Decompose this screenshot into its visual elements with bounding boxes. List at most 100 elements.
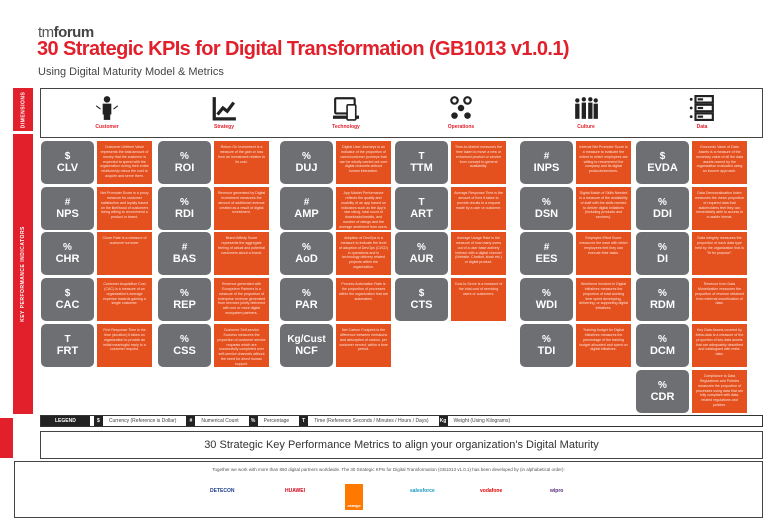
kpi-code: DSN xyxy=(534,207,559,220)
kpi-description: Customer Acquisition Cost (CAC) is a mea… xyxy=(97,278,152,321)
kpi-code: FRT xyxy=(56,344,79,357)
legend-text: Percentage xyxy=(263,418,290,424)
kpi-ees: # EES xyxy=(520,232,573,275)
kpi-unit: $ xyxy=(64,287,71,299)
legend-text: Numerical Count xyxy=(201,418,239,424)
kpi-description: Time-to-Market measures the time taken t… xyxy=(451,141,506,184)
kpi-code: PAR xyxy=(295,298,318,311)
kpi-unit: % xyxy=(180,333,189,345)
kpi-code: ROI xyxy=(174,161,195,174)
devices-icon xyxy=(333,97,359,121)
kpi-duj: % DUJ xyxy=(280,141,333,184)
kpi-code: EES xyxy=(535,252,558,265)
page-title: 30 Strategic KPIs for Digital Transforma… xyxy=(37,38,570,60)
kpi-code: AMP xyxy=(294,207,319,220)
kpi-css: % CSS xyxy=(158,324,211,367)
dimensions-sidebar-label: DIMENSIONS xyxy=(13,88,33,131)
kpi-cac: $ CAC xyxy=(41,278,94,321)
kpi-description: Average Usage Rate is the measure of how… xyxy=(451,232,506,275)
decorative-stripe xyxy=(0,418,13,458)
partner-logo-wipro: wipro xyxy=(550,488,564,494)
kpi-code: CSS xyxy=(173,344,196,357)
kpi-description: Revenue from Data Monetization measures … xyxy=(692,278,747,321)
kpi-di: % DI xyxy=(636,232,689,275)
kpi-description: Employee Effort Score measures the ease … xyxy=(576,232,631,275)
kpi-roi: % ROI xyxy=(158,141,211,184)
kpi-unit: # xyxy=(303,196,310,208)
kpi-unit: # xyxy=(181,241,188,253)
kpi-code: CLV xyxy=(56,161,79,174)
kpi-description: Customer Lifetime Value represents the t… xyxy=(97,141,152,184)
dimension-customer: Customer xyxy=(47,89,167,137)
kpi-code: DUJ xyxy=(295,161,318,174)
kpi-dcm: % DCM xyxy=(636,324,689,367)
kpi-description: Process Automation Rate is the proportio… xyxy=(336,278,391,321)
legend-symbol: Kg xyxy=(438,416,448,426)
legend-label: LEGEND xyxy=(41,416,90,426)
kpi-unit: # xyxy=(64,196,71,208)
kpi-unit: Kg/Cust xyxy=(287,333,326,345)
legend-symbol: % xyxy=(248,416,258,426)
kpi-unit: T xyxy=(418,196,425,208)
kpi-unit: % xyxy=(180,196,189,208)
kpi-amp: # AMP xyxy=(280,187,333,230)
kpi-code: RDI xyxy=(175,207,194,220)
partner-logo-orange: orange xyxy=(345,484,363,510)
legend-text: Time (Reference Seconds / Minutes / Hour… xyxy=(314,418,429,424)
dimension-technology: Technology xyxy=(286,89,406,137)
kpi-description: Cost-to-Serve is a measure of the total … xyxy=(451,278,506,321)
dimension-culture: Culture xyxy=(526,89,646,137)
dimension-label: Data xyxy=(696,124,708,130)
kpi-unit: % xyxy=(180,150,189,162)
kpi-code: INPS xyxy=(533,161,560,174)
footer: Together we work with more than 850 digi… xyxy=(14,461,763,518)
kpi-unit: % xyxy=(542,333,551,345)
kpi-description: Churn Rate is a measure of customer turn… xyxy=(97,232,152,275)
partner-logos: DETECON HUAWEI orange salesforce vodafone wip… xyxy=(15,484,762,514)
dimension-label: Customer xyxy=(95,124,119,130)
kpi-rep: % REP xyxy=(158,278,211,321)
dimension-label: Culture xyxy=(577,124,595,130)
dimension-label: Operations xyxy=(447,124,475,130)
kpi-description: Digital Match of Skills Needed is a meas… xyxy=(576,187,631,230)
footer-text: Together we work with more than 850 digi… xyxy=(212,467,565,472)
kpi-nps: # NPS xyxy=(41,187,94,230)
kpi-frt: T FRT xyxy=(41,324,94,367)
kpi-description: Revenue generated with Ecosystem Partner… xyxy=(214,278,269,321)
kpi-unit: % xyxy=(302,241,311,253)
customer-icon xyxy=(95,96,119,120)
chart-growth-icon xyxy=(212,97,236,121)
kpi-unit: % xyxy=(658,333,667,345)
partner-logo-huawei: HUAWEI xyxy=(285,488,305,494)
kpi-description: Net Carbon Footprint is the difference b… xyxy=(336,324,391,367)
kpi-code: AUR xyxy=(409,252,434,265)
kpi-unit: % xyxy=(658,287,667,299)
kpi-description: Compliance to Data Regulations and Polic… xyxy=(692,370,747,413)
kpi-description: Workforce involved in Digital Initiative… xyxy=(576,278,631,321)
kpi-code: CHR xyxy=(55,252,80,265)
kpi-description: Return On Investment is a measure of the… xyxy=(214,141,269,184)
kpi-code: AoD xyxy=(295,252,318,265)
kpi-code: NCF xyxy=(295,344,318,357)
kpi-code: DDI xyxy=(653,207,672,220)
partner-logo-vodafone: vodafone xyxy=(480,488,503,494)
legend-text: Weight (Using Kilograms) xyxy=(453,418,511,424)
kpi-ncf: Kg/Cust NCF xyxy=(280,324,333,367)
kpi-wdi: % WDI xyxy=(520,278,573,321)
kpi-unit: $ xyxy=(659,150,666,162)
legend-symbol: $ xyxy=(93,416,103,426)
kpi-description: Data Democratization Index measures the … xyxy=(692,187,747,230)
kpi-aur: % AUR xyxy=(395,232,448,275)
page-subtitle: Using Digital Maturity Model & Metrics xyxy=(38,66,224,78)
dimension-strategy: Strategy xyxy=(164,89,284,137)
kpi-par: % PAR xyxy=(280,278,333,321)
kpi-description: First Response Time is the time (duratio… xyxy=(97,324,152,367)
kpi-unit: T xyxy=(64,333,71,345)
kpi-cdr: % CDR xyxy=(636,370,689,413)
kpi-unit: % xyxy=(658,241,667,253)
kpi-art: T ART xyxy=(395,187,448,230)
kpi-description: Revenue generated by Digital Investment … xyxy=(214,187,269,230)
kpi-ttm: T TTM xyxy=(395,141,448,184)
kpi-code: CAC xyxy=(55,298,80,311)
kpi-code: CDR xyxy=(650,390,675,403)
